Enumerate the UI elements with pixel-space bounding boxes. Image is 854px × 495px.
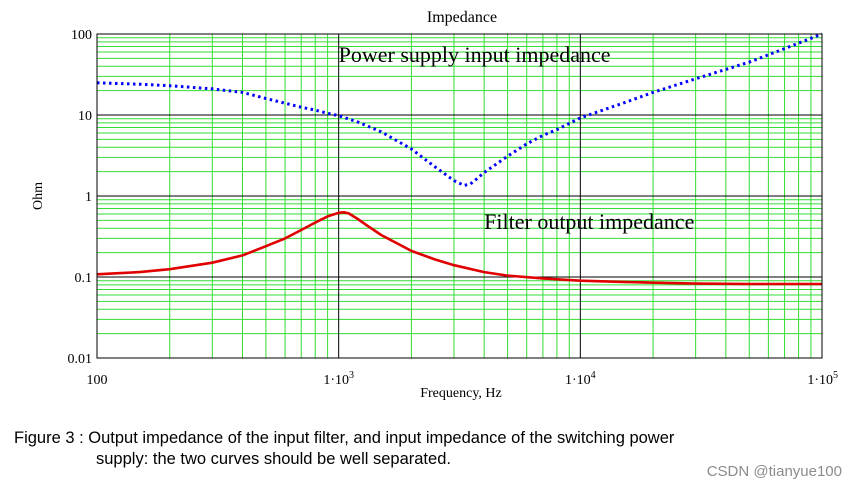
chart-title: Impedance — [427, 9, 497, 26]
y-tick-label: 0.01 — [68, 352, 93, 367]
annotations: Power supply input impedance Filter outpu… — [339, 42, 695, 234]
x-tick-label: 100 — [87, 373, 108, 388]
y-axis-ticks: 100 10 1 0.1 0.01 — [68, 28, 93, 367]
grid — [96, 33, 823, 359]
y-tick-label: 10 — [78, 109, 92, 124]
x-tick-label: 1·105 — [807, 370, 838, 388]
watermark: CSDN @tianyue100 — [706, 463, 842, 480]
x-tick-label: 1·103 — [323, 370, 354, 388]
series-line-1 — [96, 32, 823, 187]
figure-caption: Figure 3 : Output impedance of the input… — [14, 428, 834, 470]
annotation-label: Filter output impedance — [484, 209, 694, 234]
x-tick-label: 1·104 — [565, 370, 596, 388]
impedance-chart: Impedance 100 10 1 0.1 0.01 100 1·103 1·104 1·1… — [31, 9, 839, 401]
annotation-label: Power supply input impedance — [339, 42, 611, 67]
y-tick-label: 100 — [71, 28, 92, 43]
x-axis-ticks: 100 1·103 1·104 1·105 — [87, 370, 839, 388]
caption-line-1: Figure 3 : Output impedance of the input… — [14, 429, 675, 447]
y-tick-label: 1 — [85, 190, 92, 205]
series-line-2 — [96, 211, 822, 286]
caption-line-2: supply: the two curves should be well se… — [96, 450, 451, 468]
y-axis-label: Ohm — [31, 182, 46, 210]
series-layer — [96, 32, 823, 286]
x-axis-label: Frequency, Hz — [420, 386, 502, 401]
plot-frame — [96, 33, 823, 359]
y-tick-label: 0.1 — [75, 271, 93, 286]
